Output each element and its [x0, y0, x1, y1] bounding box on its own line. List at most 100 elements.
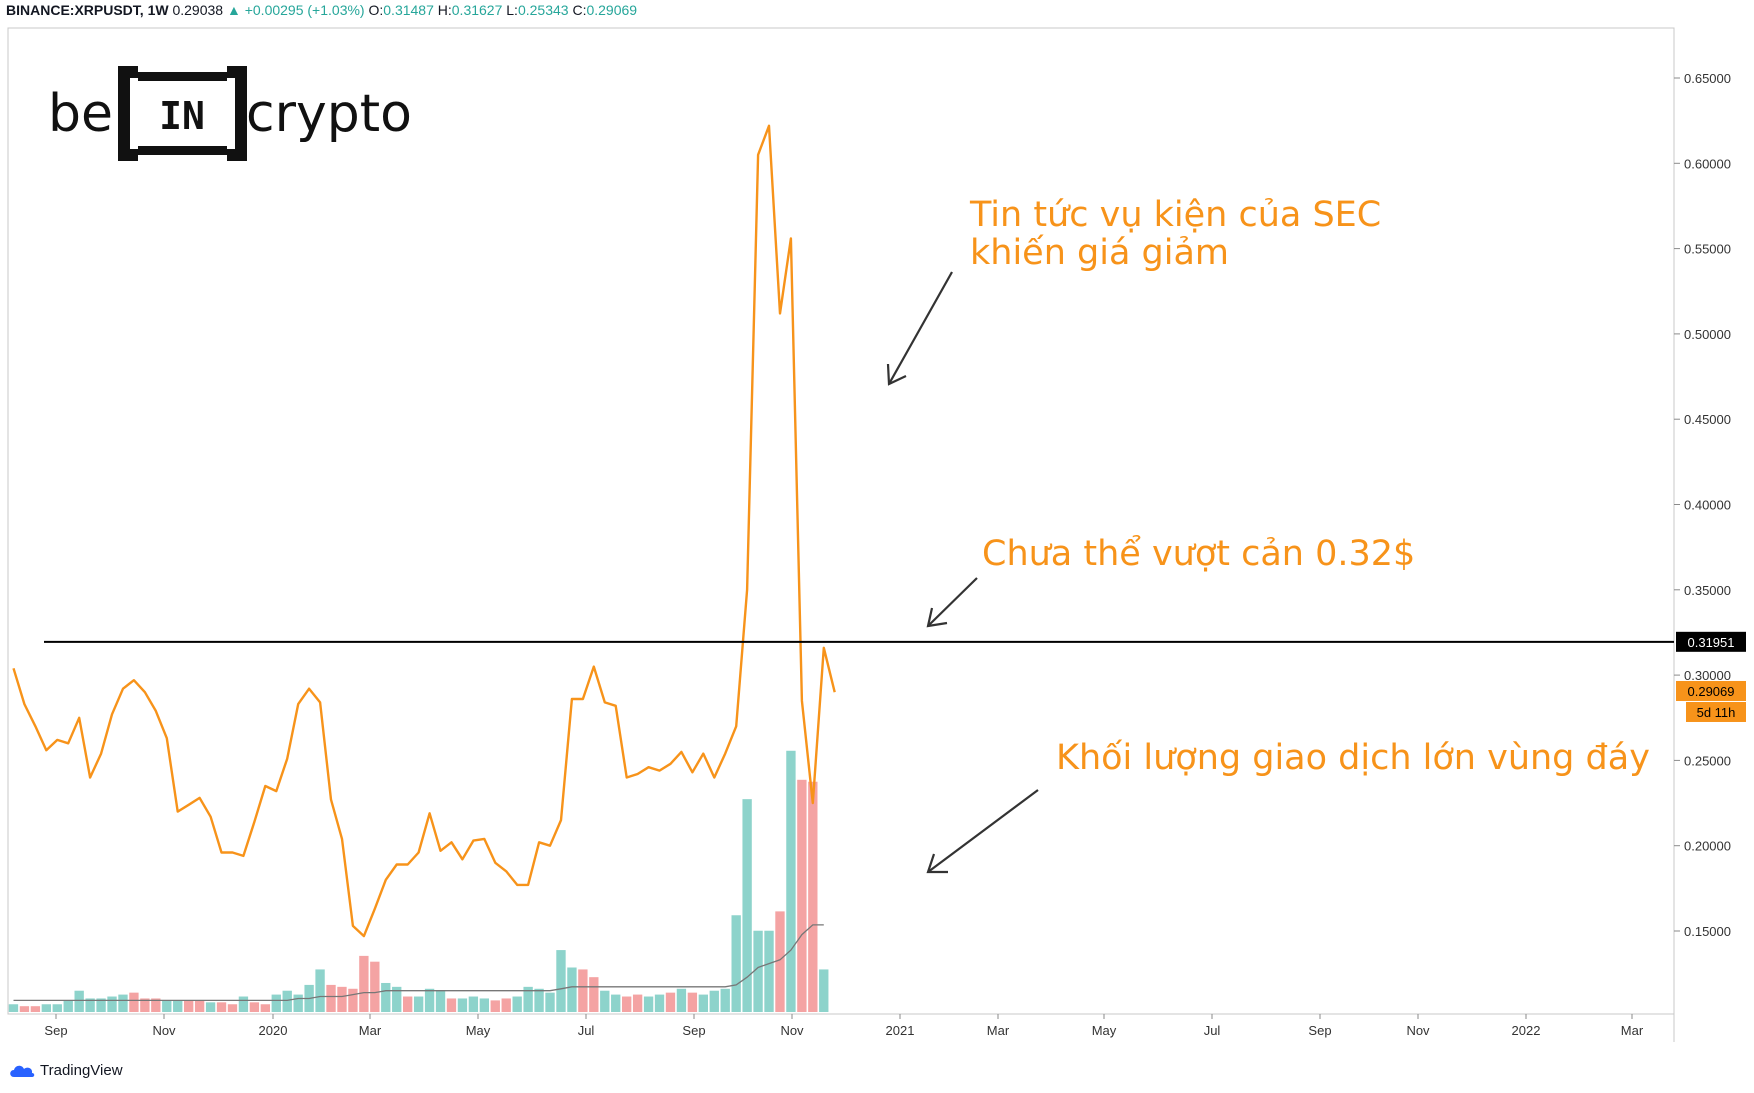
- symbol-label: BINANCE:XRPUSDT, 1W: [6, 2, 169, 18]
- volume-bar: [676, 988, 687, 1012]
- volume-bar: [403, 996, 413, 1012]
- last-price-tag: 0.29069 5d 11h: [1676, 680, 1746, 722]
- volume-bar: [413, 996, 424, 1012]
- volume-bar: [665, 992, 676, 1012]
- volume-bar: [326, 984, 336, 1012]
- resistance-price-label: 0.31951: [1688, 635, 1735, 650]
- volume-bar: [600, 990, 610, 1012]
- y-tick-label: 0.50000: [1684, 327, 1731, 342]
- logo-be-text: be: [48, 84, 113, 144]
- volume-bar: [742, 799, 752, 1012]
- sec-annotation-line1: Tin tức vụ kiện của SEC: [970, 195, 1382, 235]
- price-change-value: +0.00295 (+1.03%): [244, 2, 365, 18]
- x-tick-label: 2021: [886, 1023, 915, 1038]
- open-label: O:: [368, 2, 384, 18]
- y-tick-label: 0.40000: [1684, 498, 1731, 513]
- x-tick-label: Nov: [780, 1023, 804, 1038]
- volume-bar: [622, 996, 632, 1012]
- volume-bar: [698, 994, 708, 1012]
- volume-bar: [589, 977, 599, 1012]
- y-tick-label: 0.25000: [1684, 753, 1731, 768]
- volume-bar: [8, 1004, 19, 1012]
- volume-bar: [337, 986, 347, 1012]
- high-label: H:: [437, 2, 452, 18]
- x-tick-label: Mar: [359, 1023, 382, 1038]
- high-value: 0.31627: [451, 2, 503, 18]
- volume-bar: [786, 750, 796, 1012]
- volume-bar: [446, 998, 457, 1012]
- volume-bar: [107, 996, 117, 1012]
- volume-bar: [764, 930, 774, 1012]
- resistance-price-tag: 0.31951: [1676, 631, 1746, 652]
- volume-bar: [632, 994, 643, 1012]
- volume-ma-line: [13, 924, 824, 1002]
- annotation-arrows: [886, 271, 1039, 874]
- logo-bracket-right: [227, 66, 247, 161]
- volume-bar: [41, 1004, 51, 1012]
- volume-bar: [194, 1000, 205, 1012]
- volume-bar: [85, 998, 95, 1012]
- up-arrow-icon: ▲: [226, 2, 241, 18]
- volume-bar: [63, 1000, 73, 1012]
- volume-bar: [19, 1006, 30, 1012]
- last-price-label: 0.29069: [1688, 684, 1735, 699]
- logo-in-text: IN: [159, 94, 205, 138]
- volume-bar: [348, 988, 358, 1012]
- volume-bar: [819, 969, 829, 1012]
- volume-bar: [96, 998, 106, 1012]
- y-tick-label: 0.60000: [1684, 156, 1731, 171]
- volume-bar: [512, 996, 522, 1012]
- volume-annotation: Khối lượng giao dịch lớn vùng đáy: [1056, 738, 1650, 778]
- price-line: [12, 124, 836, 938]
- volume-bar: [227, 1004, 238, 1012]
- volume-bar: [315, 969, 325, 1012]
- volume-bar: [249, 1002, 260, 1012]
- volume-bar: [359, 955, 369, 1012]
- volume-bar: [392, 986, 402, 1012]
- volume-bar: [129, 992, 139, 1012]
- volume-bar: [282, 990, 292, 1012]
- x-tick-label: Sep: [44, 1023, 67, 1038]
- volume-bar: [775, 911, 785, 1012]
- volume-bar: [534, 988, 544, 1012]
- volume-arrow: [927, 789, 1039, 873]
- volume-bar: [687, 992, 698, 1012]
- y-tick-label: 0.45000: [1684, 412, 1731, 427]
- x-tick-label: Nov: [1406, 1023, 1430, 1038]
- volume-bar: [731, 915, 741, 1012]
- volume-bar: [753, 930, 763, 1012]
- volume-bar: [490, 1000, 500, 1012]
- y-tick-label: 0.15000: [1684, 924, 1731, 939]
- volume-bar: [643, 996, 654, 1012]
- x-tick-label: Sep: [1308, 1023, 1331, 1038]
- volume-bar: [720, 988, 730, 1012]
- volume-bar: [709, 990, 719, 1012]
- resistance-annotation: Chưa thể vượt cản 0.32$: [982, 534, 1416, 574]
- time-axis-ticks: Sep Nov 2020 Mar May Jul Sep Nov 2021 Mar May Jul Se…: [44, 1014, 1644, 1038]
- volume-bar: [468, 996, 479, 1012]
- x-tick-label: 2022: [1512, 1023, 1541, 1038]
- sec-arrow: [888, 271, 953, 385]
- volume-bar: [173, 1000, 183, 1012]
- volume-bar: [271, 994, 281, 1012]
- y-tick-label: 0.65000: [1684, 71, 1731, 86]
- plot-frame: [7, 27, 1675, 1015]
- tradingview-footer[interactable]: TradingView: [8, 1062, 123, 1079]
- volume-bars: [8, 750, 829, 1012]
- volume-bar: [238, 996, 249, 1012]
- volume-bar: [216, 1002, 227, 1012]
- low-value: 0.25343: [517, 2, 569, 18]
- volume-bar: [523, 986, 533, 1012]
- volume-bar: [611, 994, 621, 1012]
- y-tick-label: 0.55000: [1684, 242, 1731, 257]
- open-value: 0.31487: [383, 2, 434, 18]
- logo-bracket-left: [118, 66, 138, 161]
- volume-bar: [293, 994, 303, 1012]
- volume-bar: [556, 950, 566, 1012]
- volume-bar: [184, 1000, 194, 1012]
- volume-bar: [52, 1004, 62, 1012]
- volume-bar: [370, 961, 380, 1012]
- close-value: 0.29069: [586, 2, 638, 18]
- volume-bar: [578, 969, 588, 1012]
